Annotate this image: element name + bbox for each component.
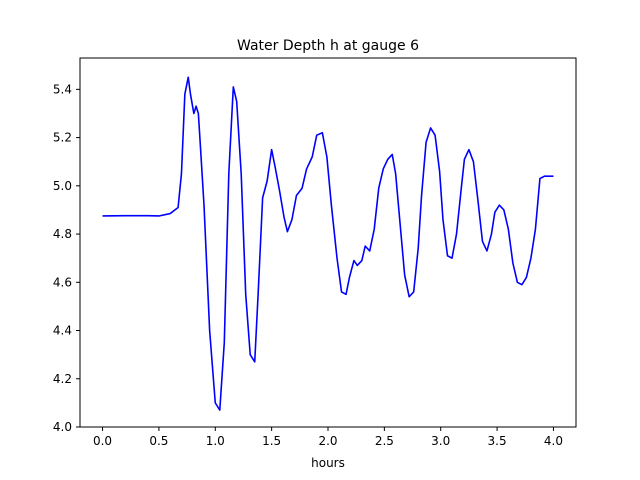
x-tick-label: 2.5 [375,434,394,448]
x-tick-label: 1.0 [206,434,225,448]
x-tick-label: 3.0 [431,434,450,448]
y-tick-label: 4.6 [53,275,72,289]
y-tick-label: 4.0 [53,420,72,434]
y-tick-label: 5.2 [53,131,72,145]
x-tick-label: 3.5 [488,434,507,448]
x-tick-label: 0.5 [149,434,168,448]
x-axis-label: hours [311,456,345,470]
y-tick-label: 5.4 [53,82,72,96]
y-tick-label: 5.0 [53,179,72,193]
plot-area: 0.0 0.5 1.0 1.5 2.0 2.5 3.0 3.5 4.0 4.0 4.2 4.4 4.6 4… [53,57,577,448]
x-tick-label: 1.5 [262,434,281,448]
series-line [102,76,554,411]
x-tick-label: 2.0 [318,434,337,448]
y-tick-label: 4.8 [53,227,72,241]
y-tick-label: 4.4 [53,324,72,338]
x-tick-label: 0.0 [93,434,112,448]
chart-title: Water Depth h at gauge 6 [237,38,419,54]
x-tick-label: 4.0 [544,434,563,448]
y-tick-label: 4.2 [53,372,72,386]
